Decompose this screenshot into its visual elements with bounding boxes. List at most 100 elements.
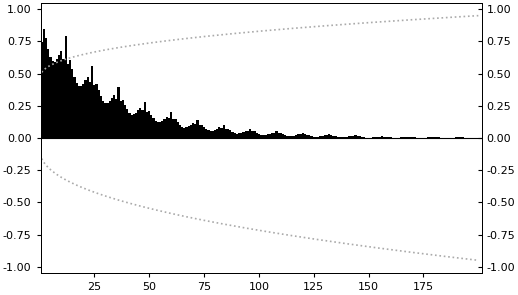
Bar	[350, 136, 352, 138]
Bar	[137, 110, 139, 138]
Bar	[341, 137, 343, 138]
Bar	[286, 136, 289, 138]
Bar	[390, 137, 392, 138]
Bar	[183, 128, 185, 138]
Bar	[82, 84, 84, 138]
Bar	[409, 137, 411, 138]
Bar	[385, 137, 387, 138]
Bar	[155, 121, 157, 138]
Bar	[161, 121, 164, 138]
Bar	[198, 125, 201, 138]
Bar	[293, 136, 295, 138]
Bar	[102, 101, 104, 138]
Bar	[359, 136, 361, 138]
Bar	[301, 133, 304, 138]
Bar	[209, 131, 212, 138]
Bar	[407, 137, 409, 138]
Bar	[291, 136, 293, 138]
Bar	[106, 103, 109, 138]
Bar	[113, 95, 115, 138]
Bar	[139, 108, 141, 138]
Bar	[343, 137, 346, 138]
Bar	[348, 137, 350, 138]
Bar	[282, 134, 284, 138]
Bar	[267, 135, 269, 138]
Bar	[304, 135, 306, 138]
Bar	[398, 137, 400, 138]
Bar	[76, 83, 78, 138]
Bar	[464, 137, 466, 138]
Bar	[188, 126, 190, 138]
Bar	[264, 135, 267, 138]
Bar	[280, 133, 282, 138]
Bar	[172, 119, 175, 138]
Bar	[148, 111, 150, 138]
Bar	[258, 134, 260, 138]
Bar	[278, 133, 280, 138]
Bar	[218, 127, 221, 138]
Bar	[229, 130, 232, 138]
Bar	[370, 137, 372, 138]
Bar	[381, 136, 383, 138]
Bar	[361, 137, 363, 138]
Bar	[128, 113, 131, 138]
Bar	[54, 62, 56, 138]
Bar	[131, 114, 133, 138]
Bar	[240, 133, 242, 138]
Bar	[135, 113, 137, 138]
Bar	[221, 128, 223, 138]
Bar	[157, 122, 159, 138]
Bar	[126, 109, 128, 138]
Bar	[455, 137, 457, 138]
Bar	[440, 137, 442, 138]
Bar	[150, 115, 152, 138]
Bar	[255, 133, 258, 138]
Bar	[168, 118, 170, 138]
Bar	[43, 29, 45, 138]
Bar	[166, 117, 168, 138]
Bar	[87, 77, 89, 138]
Bar	[346, 137, 348, 138]
Bar	[313, 137, 315, 138]
Bar	[374, 137, 376, 138]
Bar	[249, 129, 251, 138]
Bar	[63, 59, 65, 138]
Bar	[376, 137, 379, 138]
Bar	[118, 87, 120, 138]
Bar	[109, 101, 111, 138]
Bar	[251, 131, 253, 138]
Bar	[207, 130, 209, 138]
Bar	[326, 135, 328, 138]
Bar	[383, 137, 385, 138]
Bar	[194, 124, 196, 138]
Bar	[289, 136, 291, 138]
Bar	[330, 135, 333, 138]
Bar	[379, 137, 381, 138]
Bar	[159, 122, 161, 138]
Bar	[322, 136, 324, 138]
Bar	[190, 124, 192, 138]
Bar	[306, 135, 308, 138]
Bar	[185, 127, 188, 138]
Bar	[56, 59, 58, 138]
Bar	[223, 125, 225, 138]
Bar	[84, 80, 87, 138]
Bar	[152, 118, 155, 138]
Bar	[175, 119, 177, 138]
Bar	[387, 137, 390, 138]
Bar	[122, 100, 124, 138]
Bar	[192, 123, 194, 138]
Bar	[212, 131, 214, 138]
Bar	[236, 134, 238, 138]
Bar	[181, 127, 183, 138]
Bar	[91, 66, 93, 138]
Bar	[177, 122, 179, 138]
Bar	[244, 130, 247, 138]
Bar	[143, 102, 146, 138]
Bar	[400, 137, 402, 138]
Bar	[234, 133, 236, 138]
Bar	[93, 86, 95, 138]
Bar	[111, 98, 113, 138]
Bar	[247, 131, 249, 138]
Bar	[319, 136, 322, 138]
